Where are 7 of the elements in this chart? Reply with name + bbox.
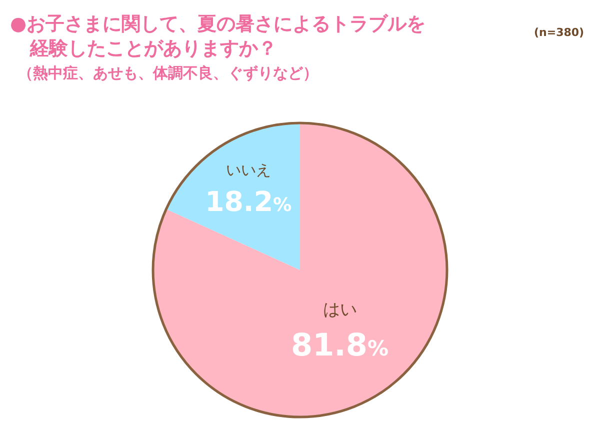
- text: (n=380): [534, 26, 584, 39]
- chart-subtitle: （熱中症、あせも、体調不良、ぐずりなど）: [18, 64, 318, 82]
- slice-label: いいえ: [226, 161, 271, 180]
- data-label: 18.2%: [205, 186, 292, 218]
- data-label: 81.8%: [291, 327, 389, 364]
- slice-label: はい: [322, 300, 357, 320]
- chart-title: ●お子さまに関して、夏の暑さによるトラブルを経験したことがありますか？: [10, 13, 426, 60]
